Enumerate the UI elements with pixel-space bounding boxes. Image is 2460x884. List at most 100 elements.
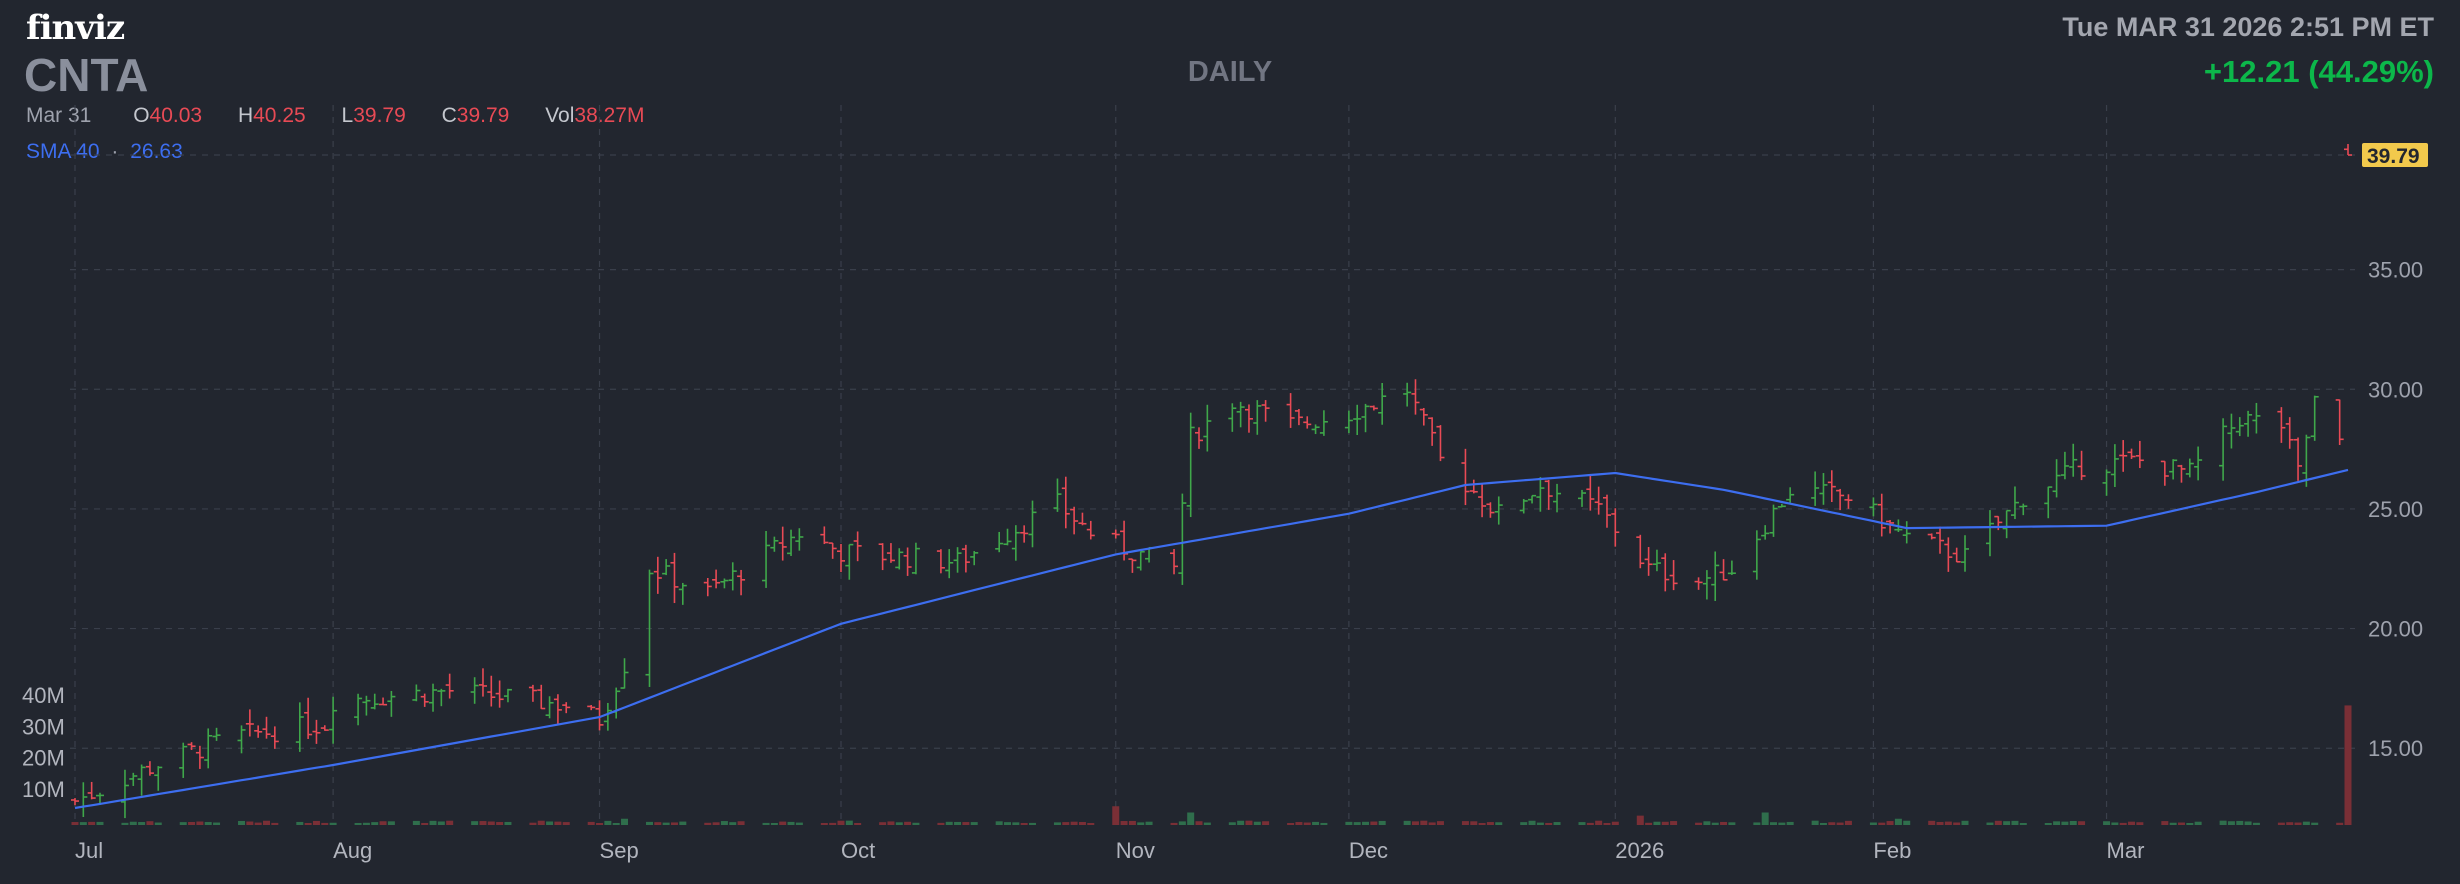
ohlc-bar xyxy=(720,578,729,589)
price-change: +12.21 (44.29%) xyxy=(2203,54,2434,89)
volume-bar xyxy=(1578,822,1586,825)
time-tick-label: Jul xyxy=(75,838,103,863)
volume-bar xyxy=(1228,822,1236,825)
volume-bar xyxy=(945,821,953,825)
ohlc-bar xyxy=(195,745,204,769)
ohlc-bar xyxy=(2194,446,2203,481)
volume-bar xyxy=(1936,821,1944,825)
price-tick-label: 35.00 xyxy=(2368,258,2423,283)
volume-bar xyxy=(2078,821,2086,825)
ohlc-bar xyxy=(1261,400,1270,422)
volume-bar xyxy=(138,822,146,825)
time-tick-label: Oct xyxy=(841,838,875,863)
volume-bar xyxy=(1645,822,1653,825)
ohlc-bar xyxy=(545,696,554,719)
ohlc-bar xyxy=(1811,471,1820,506)
ohlc-bar xyxy=(1902,521,1911,544)
volume-bar xyxy=(621,818,629,825)
ohlc-bar xyxy=(245,709,254,737)
ohlc-bar xyxy=(562,702,571,714)
volume-bar xyxy=(1411,821,1419,825)
volume-bar xyxy=(887,821,895,825)
high-label: H xyxy=(237,104,254,127)
volume-bar xyxy=(1253,821,1261,825)
volume-bar xyxy=(1378,820,1386,825)
ohlc-bar xyxy=(1236,401,1245,428)
volume-bar xyxy=(546,821,554,825)
volume-bar xyxy=(912,822,920,825)
volume-bar xyxy=(679,821,687,825)
ohlc-bar xyxy=(1294,408,1303,426)
volume-bar xyxy=(1403,820,1411,825)
ohlc-bar xyxy=(1702,570,1711,600)
ohlc-bar xyxy=(1936,526,1945,554)
ohlc-bar xyxy=(1494,496,1503,525)
volume-bar xyxy=(379,821,387,825)
volume-bar xyxy=(1878,822,1886,825)
ohlc-bar xyxy=(1536,477,1545,512)
ohlc-bar xyxy=(362,695,371,716)
volume-bar xyxy=(670,822,678,825)
volume-bar xyxy=(1520,822,1528,825)
ohlc-bar xyxy=(71,798,79,806)
volume-bar xyxy=(1053,822,1061,825)
volume-bar xyxy=(304,823,312,825)
volume-bar xyxy=(1828,822,1836,825)
volume-bar xyxy=(1944,821,1952,825)
volume-bar xyxy=(1778,822,1786,825)
volume-bar xyxy=(88,821,96,825)
volume-bar xyxy=(1020,823,1028,825)
volume-bar xyxy=(2061,821,2069,825)
ohlc-bar xyxy=(2060,451,2069,480)
ohlc-bar xyxy=(1836,488,1845,511)
volume-bar xyxy=(2277,822,2285,825)
volume-bar xyxy=(2103,821,2111,825)
volume-bar xyxy=(1595,820,1603,825)
ohlc-bar xyxy=(2227,413,2236,449)
volume-bar xyxy=(820,823,828,825)
volume-tick-label: 30M xyxy=(22,714,65,739)
ohlc-bar xyxy=(79,782,88,817)
time-tick-label: Aug xyxy=(333,838,372,863)
ohlc-bar xyxy=(1461,448,1470,506)
time-axis: Jul Aug Sep Oct Nov Dec 2026 Feb Mar xyxy=(75,838,2144,863)
volume-bar xyxy=(2136,822,2144,825)
ohlc-bar xyxy=(487,675,496,707)
ohlc-bar xyxy=(662,559,671,576)
ohlc-bar xyxy=(2294,437,2303,481)
ohlc-bar xyxy=(1128,558,1137,573)
ohlc-bar xyxy=(412,684,421,702)
volume-bar xyxy=(204,822,212,825)
ohlc-bar xyxy=(553,694,562,726)
ohlc-bar xyxy=(836,543,845,573)
volume-bar xyxy=(2186,823,2194,825)
ohlc-bar xyxy=(2335,399,2344,445)
time-tick-label: Mar xyxy=(2107,838,2145,863)
ohlc-bar xyxy=(129,772,138,786)
volume-bar xyxy=(2194,821,2202,825)
ohlc-bar xyxy=(845,543,854,580)
open-label: O xyxy=(133,104,150,127)
volume-bar xyxy=(879,822,887,825)
ohlc-bar xyxy=(2102,469,2111,496)
volume-bar xyxy=(829,822,837,825)
ohlc-bar xyxy=(1136,550,1145,571)
ohlc-bar xyxy=(886,543,895,563)
finviz-logo[interactable]: finviz xyxy=(26,8,125,48)
open-value: 40.03 xyxy=(149,104,203,127)
volume-bar xyxy=(1753,822,1761,825)
volume-bar xyxy=(1187,812,1195,825)
volume-bar xyxy=(2294,822,2302,825)
volume-bar xyxy=(1145,821,1153,825)
ohlc-bar xyxy=(1528,494,1537,504)
volume-bar xyxy=(1287,823,1295,825)
ohlc-bar xyxy=(737,569,746,596)
ohlc-bar xyxy=(1053,478,1062,512)
ohlc-bar xyxy=(1244,404,1253,433)
ohlc-bar xyxy=(961,544,970,573)
volume-bar xyxy=(1004,822,1012,825)
ohlc-bar xyxy=(1028,500,1037,548)
sma-legend[interactable]: SMA 40 · 26.63 xyxy=(26,140,183,164)
ohlc-bar xyxy=(429,683,438,712)
